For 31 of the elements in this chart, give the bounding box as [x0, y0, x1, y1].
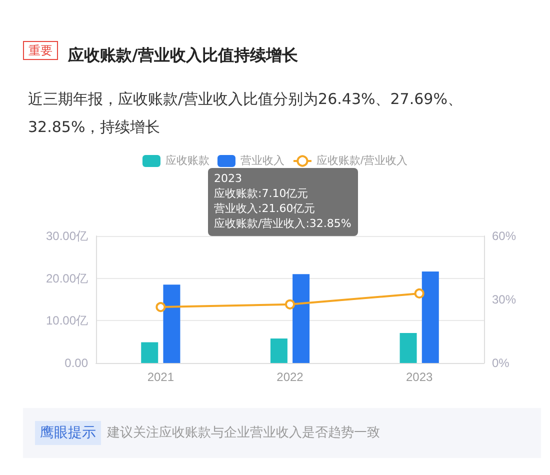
- text: 应收账款/营业收入:32.85%: [214, 217, 352, 230]
- x-tick-label: 2023: [406, 370, 434, 384]
- legend-label: 应收账款/营业收入: [316, 154, 408, 167]
- bar: [422, 272, 439, 363]
- bar: [163, 284, 180, 363]
- text: 营业收入:21.60亿元: [214, 202, 316, 215]
- y2-tick-label: 0%: [492, 356, 510, 370]
- bar: [141, 342, 158, 363]
- y2-tick-label: 30%: [492, 292, 516, 306]
- y-tick-label: 10.00亿: [46, 314, 88, 328]
- y-tick-label: 20.00亿: [46, 271, 88, 286]
- chart-subtitle: 近三期年报，应收账款/营业收入比值分别为26.43%、27.69%、32.85%，持续增长: [28, 90, 462, 136]
- text: 鹰眼提示: [40, 425, 96, 441]
- chart-title: 应收账款/营业收入比值持续增长: [67, 46, 299, 64]
- bar: [292, 274, 310, 363]
- point: [414, 288, 424, 298]
- text: 2023: [214, 172, 242, 185]
- legend-label: 营业收入: [240, 154, 284, 167]
- y2-tick-label: 60%: [492, 229, 516, 243]
- point: [156, 302, 166, 312]
- legend-label: 应收账款: [165, 154, 210, 167]
- bar: [400, 332, 417, 363]
- text: 建议关注应收账款与企业营业收入是否趋势一致: [106, 424, 380, 440]
- text: 重要: [28, 44, 52, 58]
- x-tick-label: 2021: [147, 370, 174, 384]
- point: [285, 299, 295, 310]
- x-tick-label: 2022: [276, 370, 304, 384]
- text: 应收账款:7.10亿元: [214, 187, 308, 200]
- y-tick-label: 30.00亿: [46, 229, 88, 243]
- bar: [270, 338, 288, 363]
- y-tick-label: 0.00: [64, 356, 88, 370]
